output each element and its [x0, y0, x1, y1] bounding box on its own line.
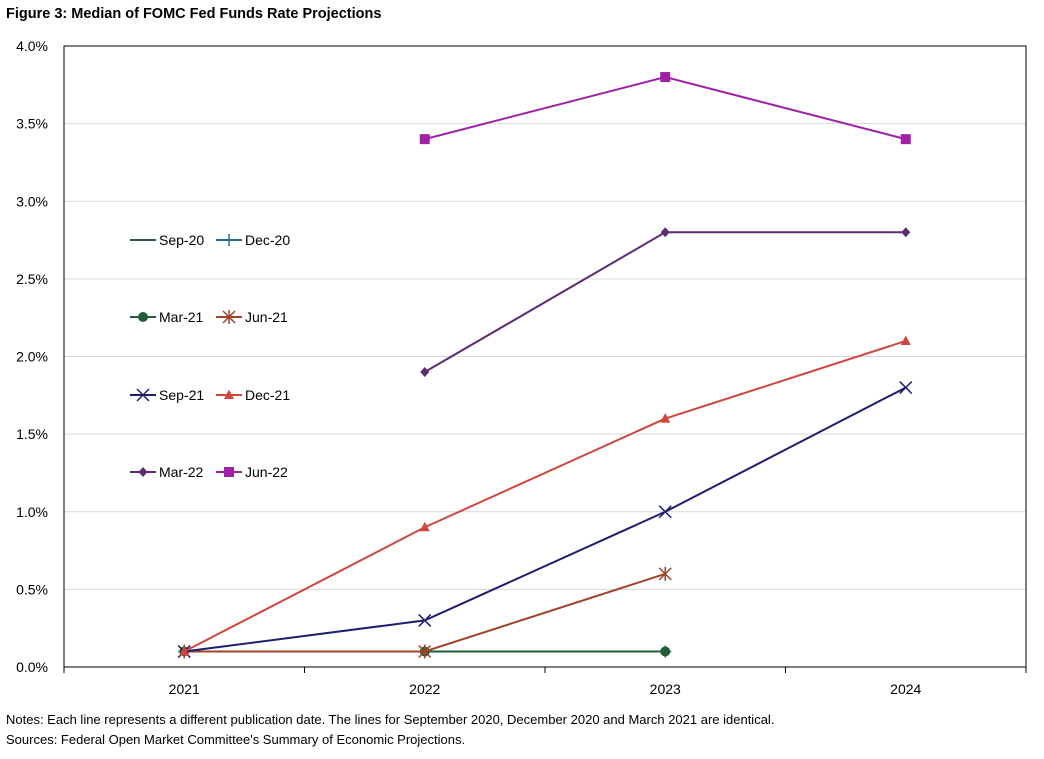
legend-label-dec-21: Dec-21: [245, 387, 290, 403]
data-point-mar-22: [901, 227, 911, 238]
notes-text: Notes: Each line represents a different …: [6, 712, 775, 727]
data-point-mar-21: [660, 646, 671, 657]
data-point-sep-21: [658, 505, 672, 519]
data-point-sep-21: [418, 613, 432, 627]
legend-label-dec-20: Dec-20: [245, 232, 290, 248]
data-point-dec-21: [660, 413, 671, 423]
data-point-dec-21: [900, 335, 911, 345]
legend-label-sep-20: Sep-20: [159, 232, 204, 248]
data-point-dec-21: [419, 521, 430, 532]
legend-label-jun-21: Jun-21: [245, 309, 288, 325]
data-point-jun-21: [658, 566, 672, 581]
legend-marker-mar-22: [138, 467, 148, 477]
x-tick-label: 2023: [650, 681, 681, 697]
legend-label-sep-21: Sep-21: [159, 387, 204, 403]
series-line-sep-21: [184, 386, 907, 653]
legend-marker-dec-20: [223, 234, 235, 246]
legend-marker-dec-21: [224, 389, 234, 399]
y-tick-label: 3.5%: [16, 116, 48, 132]
legend-label-mar-22: Mar-22: [159, 464, 204, 480]
y-tick-label: 0.0%: [16, 659, 48, 675]
series-line-dec-21: [183, 340, 907, 653]
legend-label-jun-22: Jun-22: [245, 464, 288, 480]
x-tick-label: 2021: [169, 681, 200, 697]
chart-notes: Notes: Each line represents a different …: [6, 710, 774, 750]
data-point-mar-22: [420, 367, 430, 378]
line-chart: 0.0% 0.5% 1.0% 1.5% 2.0% 2.5% 3.0% 3.5% 4.0% 2021…: [16, 38, 1027, 697]
x-tick-label: 2022: [409, 681, 440, 697]
sources-text: Sources: Federal Open Market Committee's…: [6, 732, 466, 747]
data-point-jun-21: [418, 644, 432, 659]
legend-marker-jun-22: [224, 467, 234, 477]
data-point-jun-22: [419, 134, 430, 145]
series-line-jun-22: [424, 76, 907, 141]
y-tick-label: 4.0%: [16, 38, 48, 54]
y-tick-label: 1.5%: [16, 426, 48, 442]
series-line-jun-21: [184, 572, 666, 653]
legend-marker-mar-21: [138, 312, 148, 322]
y-tick-label: 0.5%: [16, 581, 48, 597]
legend-marker-jun-21: [222, 310, 236, 324]
chart-title: Figure 3: Median of FOMC Fed Funds Rate …: [6, 6, 382, 22]
data-point-sep-21: [899, 381, 913, 395]
legend-label-mar-21: Mar-21: [159, 309, 204, 325]
y-tick-label: 2.0%: [16, 349, 48, 365]
y-tick-label: 2.5%: [16, 271, 48, 287]
series-line-mar-22: [424, 231, 906, 373]
data-point-jun-22: [900, 134, 911, 145]
x-tick-label: 2024: [890, 681, 921, 697]
y-tick-label: 3.0%: [16, 193, 48, 209]
legend-marker-sep-21: [136, 388, 150, 402]
y-tick-label: 1.0%: [16, 504, 48, 520]
data-point-dec-21: [179, 645, 190, 656]
data-point-jun-22: [660, 72, 671, 83]
data-point-mar-22: [660, 227, 670, 238]
